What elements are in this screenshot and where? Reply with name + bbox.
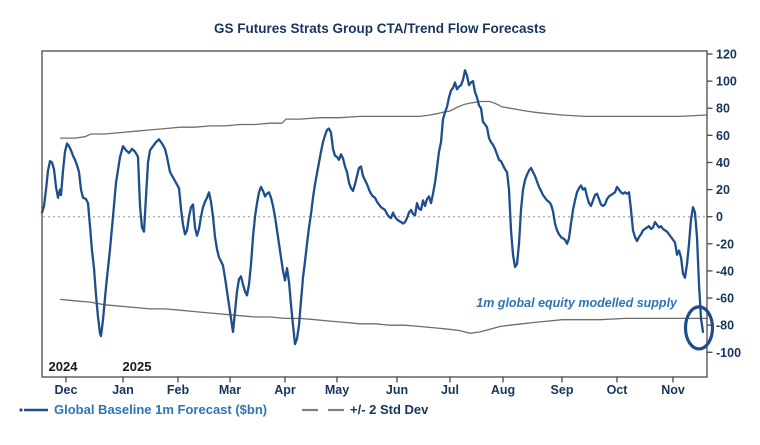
forecast-line — [40, 69, 705, 346]
month-label: Jun — [386, 383, 408, 397]
latest-point-highlight-ellipse — [683, 305, 715, 351]
month-label: Apr — [274, 383, 296, 397]
annotation-modelled-supply: 1m global equity modelled supply — [476, 296, 678, 310]
month-label: Dec — [55, 383, 78, 397]
y-tick-label: 60 — [716, 129, 730, 143]
y-tick-label: -60 — [716, 292, 734, 306]
lower-std-dev-band — [59, 298, 707, 334]
y-tick-label: 120 — [716, 48, 737, 62]
y-tick-label: 20 — [716, 183, 730, 197]
legend: Global Baseline 1m Forecast ($bn) +/- 2 … — [19, 402, 429, 417]
y-tick-label: -100 — [716, 346, 741, 360]
legend-forecast-marker — [19, 408, 23, 412]
month-label: Jul — [441, 383, 459, 397]
chart-title: GS Futures Strats Group CTA/Trend Flow F… — [214, 21, 546, 36]
y-tick-label: -80 — [716, 319, 734, 333]
y-tick-label: -40 — [716, 264, 734, 278]
plot-frame — [41, 50, 708, 378]
month-label: Feb — [167, 383, 190, 397]
month-label: Aug — [491, 383, 515, 397]
y-tick-label: 80 — [716, 102, 730, 116]
year-label-2024: 2024 — [49, 359, 79, 374]
y-tick-label: 0 — [716, 210, 723, 224]
y-tick-label: -20 — [716, 237, 734, 251]
upper-std-dev-band — [60, 100, 708, 139]
month-label: May — [325, 383, 349, 397]
legend-forecast-label: Global Baseline 1m Forecast ($bn) — [54, 402, 267, 417]
y-tick-label: 100 — [716, 75, 737, 89]
month-label: Nov — [661, 383, 685, 397]
month-label: Jan — [112, 383, 134, 397]
year-label-2025: 2025 — [123, 359, 152, 374]
month-label: Oct — [607, 383, 629, 397]
legend-stddev-label: +/- 2 Std Dev — [350, 402, 429, 417]
month-label: Mar — [219, 383, 241, 397]
month-label: Sep — [551, 383, 574, 397]
y-tick-label: 40 — [716, 156, 730, 170]
